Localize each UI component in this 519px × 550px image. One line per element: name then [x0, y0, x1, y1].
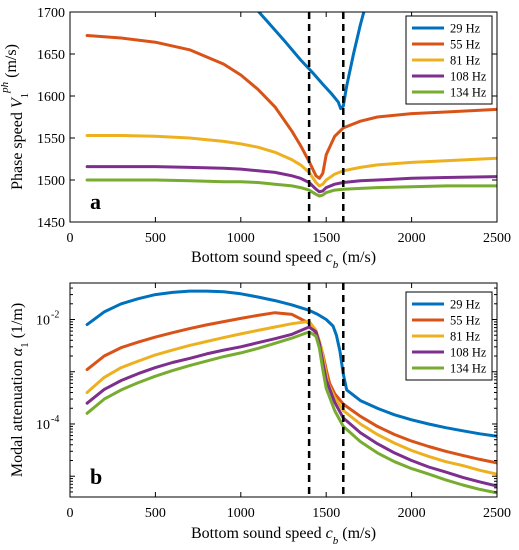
series-line-134-hz	[85, 178, 497, 198]
legend-entry-label: 108 Hz	[450, 346, 487, 360]
legend-entry-label: 108 Hz	[450, 70, 487, 84]
series-line-108-hz	[85, 165, 497, 194]
x-tick-label: 0	[67, 506, 74, 521]
series-line-108-hz	[85, 325, 497, 488]
legend-entry-label: 55 Hz	[450, 38, 481, 52]
series-line-134-hz	[85, 330, 497, 495]
y-tick-label: 10	[36, 314, 50, 329]
y-tick-label: 1550	[37, 132, 65, 147]
series-line-29-hz	[85, 289, 497, 438]
legend-box	[405, 291, 493, 381]
axes-box	[69, 282, 498, 498]
x-tick-label: 1000	[227, 231, 255, 246]
y-axis-label: Phase speed V1ph (m/s)	[0, 44, 31, 190]
y-tick-label: 1600	[37, 90, 65, 105]
x-tick-label: 1500	[312, 506, 340, 521]
legend-entry-label: 29 Hz	[450, 298, 481, 312]
y-axis-label: Modal attenuation α1 (1/m)	[9, 303, 31, 477]
x-tick-label: 2000	[398, 231, 426, 246]
x-tick-label: 2500	[483, 231, 511, 246]
axes-box	[69, 11, 498, 223]
x-axis-label: Bottom sound speed cb (m/s)	[191, 525, 376, 547]
series-line-55-hz	[85, 34, 497, 180]
x-tick-label: 2500	[483, 506, 511, 521]
legend-entry-label: 134 Hz	[450, 86, 487, 100]
panel-label: b	[90, 464, 102, 489]
x-tick-label: 500	[145, 506, 166, 521]
y-tick-label: 1500	[37, 174, 65, 189]
legend-entry-label: 134 Hz	[450, 362, 487, 376]
series-line-29-hz	[256, 12, 366, 111]
y-tick-exponent: -4	[51, 414, 59, 425]
plot-area	[85, 12, 497, 198]
legend: 29 Hz 55 Hz 81 Hz 108 Hz 134 Hz	[405, 15, 493, 105]
x-tick-label: 500	[145, 231, 166, 246]
legend-entry-label: 55 Hz	[450, 314, 481, 328]
x-tick-label: 0	[67, 231, 74, 246]
series-line-81-hz	[85, 134, 497, 188]
y-tick-label: 10	[36, 418, 50, 433]
plot-area	[85, 289, 497, 495]
legend: 29 Hz 55 Hz 81 Hz 108 Hz 134 Hz	[405, 291, 493, 381]
x-axis-label: Bottom sound speed cb (m/s)	[191, 249, 376, 271]
x-tick-label: 2000	[398, 506, 426, 521]
chart-panel-a: 0 500 1000 1500 2000 2500 1450 1500 1550 1600 1650…	[0, 6, 511, 271]
legend-entry-label: 29 Hz	[450, 22, 481, 36]
y-tick-exponent: -2	[51, 310, 59, 321]
y-tick-label: 1450	[37, 216, 65, 231]
legend-entry-label: 81 Hz	[450, 54, 481, 68]
y-tick-label: 1650	[37, 48, 65, 63]
legend-entry-label: 81 Hz	[450, 330, 481, 344]
panel-label: a	[90, 189, 101, 214]
y-tick-label: 1700	[37, 6, 65, 21]
x-tick-label: 1000	[227, 506, 255, 521]
x-tick-label: 1500	[312, 231, 340, 246]
